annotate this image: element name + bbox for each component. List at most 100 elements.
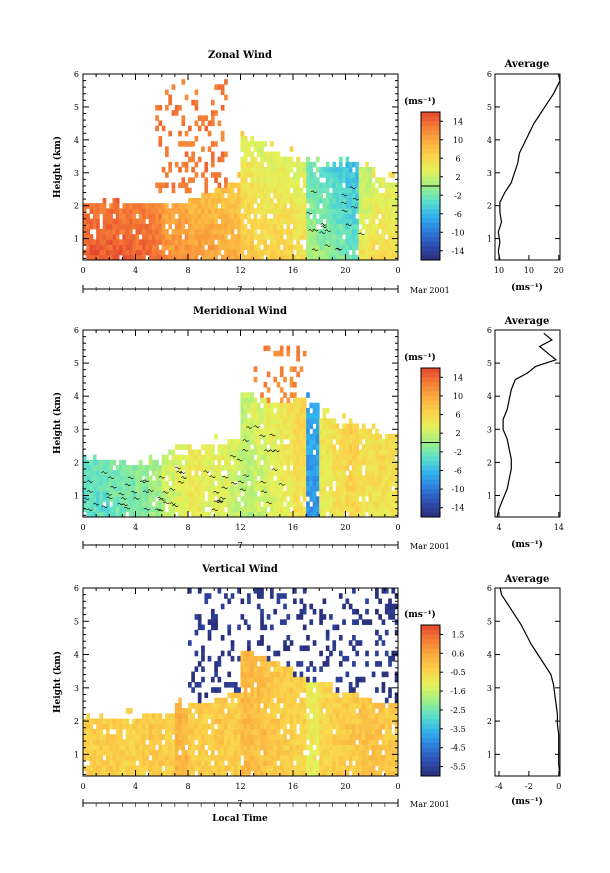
contour-segment xyxy=(237,480,245,484)
colorbar-tick-label: 14 xyxy=(453,373,463,382)
heatmap-cell xyxy=(125,254,130,260)
heatmap-cell xyxy=(286,760,291,766)
heatmap-cell xyxy=(338,234,343,240)
heatmap-cell xyxy=(299,454,304,461)
heatmap-cell xyxy=(256,172,261,178)
heatmap-cell xyxy=(250,172,255,178)
heatmap-cell xyxy=(188,506,192,513)
heatmap-cell xyxy=(299,511,304,517)
contour-segment xyxy=(312,228,319,232)
heatmap-cell xyxy=(214,734,218,740)
heatmap-cell xyxy=(348,501,353,508)
heatmap-cell xyxy=(342,702,346,709)
heatmap-cell xyxy=(371,454,376,461)
heatmap-cell xyxy=(299,213,304,220)
heatmap-cell xyxy=(240,734,245,740)
heatmap-cell xyxy=(243,167,248,173)
heatmap-cell xyxy=(342,423,346,430)
heatmap-cell xyxy=(338,511,343,517)
heatmap-cell xyxy=(276,182,281,189)
heatmap-cell xyxy=(358,713,363,719)
colorbar-swatch xyxy=(421,447,440,453)
heatmap-cell xyxy=(352,635,356,641)
heatmap-cell xyxy=(227,491,232,497)
heatmap-cell xyxy=(299,167,304,173)
heatmap-cell xyxy=(368,729,373,735)
heatmap-cell xyxy=(132,465,136,471)
heatmap-cell xyxy=(204,593,209,599)
heatmap-cell xyxy=(322,687,327,693)
heatmap-cell xyxy=(342,765,346,772)
heatmap-cell xyxy=(276,249,281,256)
colorbar-swatch xyxy=(421,162,440,169)
heatmap-cell xyxy=(302,603,307,610)
heatmap-cell xyxy=(214,223,218,230)
heatmap-cell xyxy=(338,501,343,508)
heatmap-cell xyxy=(338,635,343,641)
heatmap-cell xyxy=(247,702,251,709)
heatmap-cell xyxy=(220,760,225,766)
heatmap-cell xyxy=(253,480,258,487)
heatmap-cell xyxy=(342,244,346,251)
heatmap-cell xyxy=(391,249,396,256)
heatmap-cell xyxy=(299,682,304,688)
heatmap-cell xyxy=(365,449,369,456)
heatmap-cell xyxy=(283,491,287,497)
heatmap-cell xyxy=(371,470,376,476)
heatmap-cell xyxy=(279,480,284,487)
heatmap-cell xyxy=(250,749,255,756)
heatmap-cell xyxy=(299,676,304,683)
heatmap-cell xyxy=(276,423,281,430)
colorbar-swatch xyxy=(421,672,440,678)
heatmap-cell xyxy=(381,718,386,725)
heatmap-cell xyxy=(260,729,264,735)
heatmap-cell xyxy=(247,506,251,513)
heatmap-cell xyxy=(119,223,123,230)
heatmap-cell xyxy=(338,254,343,260)
heatmap-cell xyxy=(388,614,392,620)
heatmap-cell xyxy=(276,744,281,751)
heatmap-cell xyxy=(263,475,268,482)
heatmap-cell xyxy=(174,496,179,502)
heatmap-cell xyxy=(247,407,251,414)
heatmap-cell xyxy=(332,433,337,440)
heatmap-cell xyxy=(96,491,100,497)
heatmap-cell xyxy=(286,749,291,756)
heatmap-cell xyxy=(233,218,238,225)
heatmap-cell xyxy=(125,739,130,746)
heatmap-cell xyxy=(352,177,356,183)
heatmap-cell xyxy=(109,496,113,502)
heatmap-cell xyxy=(391,239,396,245)
heatmap-cell xyxy=(260,666,264,672)
contour-segment xyxy=(83,497,90,501)
heatmap-cell xyxy=(171,770,176,776)
heatmap-cell xyxy=(138,739,143,746)
heatmap-cell xyxy=(296,402,300,409)
heatmap-cell xyxy=(263,760,268,766)
heatmap-cell xyxy=(253,739,258,746)
heatmap-cell xyxy=(365,208,369,214)
heatmap-cell xyxy=(276,454,281,461)
heatmap-cell xyxy=(348,687,353,693)
heatmap-cell xyxy=(319,182,323,189)
heatmap-cell xyxy=(151,470,156,476)
profile-title: Average xyxy=(504,316,550,327)
heatmap-cell xyxy=(368,444,373,450)
heatmap-cell xyxy=(256,208,261,214)
heatmap-cell xyxy=(293,459,297,466)
heatmap-cell xyxy=(181,229,186,235)
heatmap-cell xyxy=(329,192,333,199)
heatmap-cell xyxy=(188,702,192,709)
heatmap-cell xyxy=(309,172,314,178)
heatmap-cell xyxy=(391,449,396,456)
heatmap-cell xyxy=(230,239,235,245)
heatmap-cell xyxy=(102,770,107,776)
heatmap-cell xyxy=(142,234,146,240)
heatmap-cell xyxy=(233,485,238,492)
heatmap-cell xyxy=(135,218,140,225)
contour-segment xyxy=(172,504,179,508)
heatmap-cell xyxy=(243,187,248,194)
heatmap-cell xyxy=(128,770,133,776)
heatmap-cell xyxy=(207,198,212,204)
heatmap-cell xyxy=(158,729,163,735)
